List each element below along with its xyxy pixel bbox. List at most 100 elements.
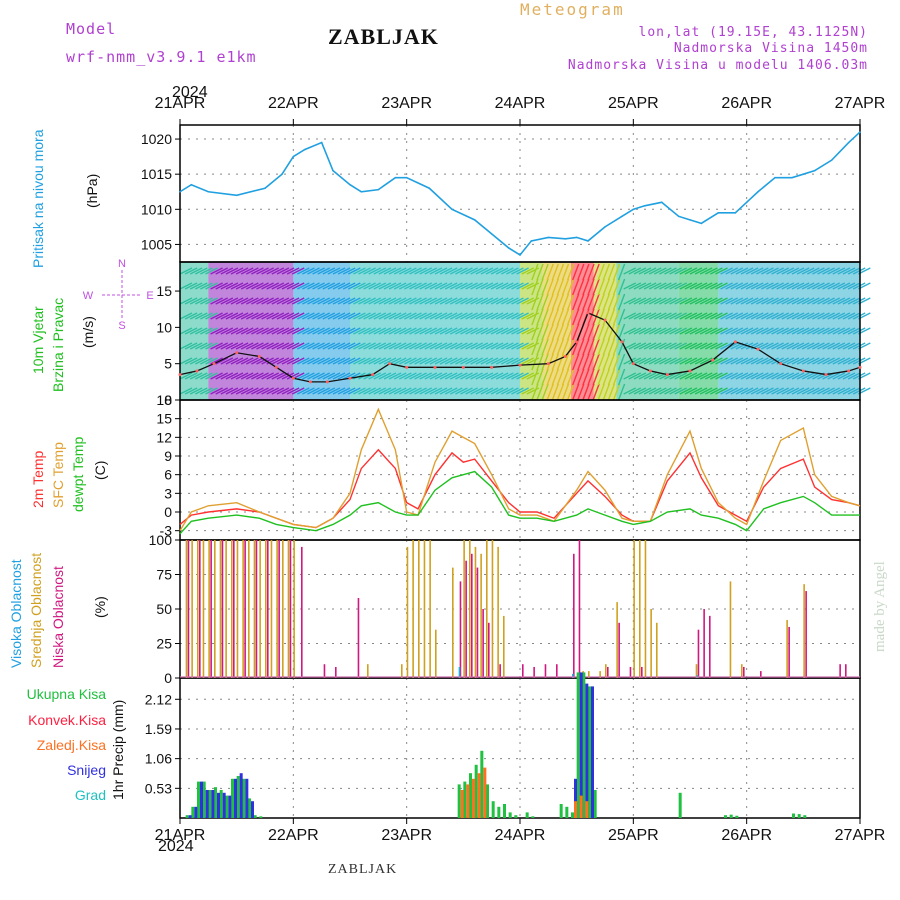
wind-barb (796, 282, 810, 290)
low-cloud-bar (323, 664, 326, 678)
wind-gust-point (371, 373, 375, 377)
pressure-point (179, 190, 181, 193)
wind-barb (434, 282, 448, 290)
wind-barb (404, 357, 417, 365)
wind-barb (291, 282, 305, 290)
wind-barb (648, 357, 662, 365)
wind-barb (628, 342, 642, 350)
wind-barb (791, 297, 805, 305)
wind-barb (852, 327, 866, 335)
wind-barb (511, 297, 524, 305)
y-tick-label: 1005 (141, 236, 172, 252)
mid-cloud-bar (225, 540, 227, 678)
wind-barb (200, 387, 213, 395)
wind-barb (623, 372, 637, 380)
wind-barb (822, 267, 835, 275)
wind-barb (526, 327, 540, 335)
y-tick-label: 75 (156, 567, 172, 583)
pressure-point (190, 183, 193, 186)
wind-barb (455, 312, 468, 320)
wind-barb (404, 267, 417, 275)
wind-barb (245, 312, 259, 320)
wind-barb (659, 267, 672, 275)
y-tick-label: 0 (164, 392, 172, 408)
wind-barb (434, 387, 448, 395)
wind-barb (251, 357, 264, 365)
legend-total-rain: Ukupna Kisa (26, 686, 106, 702)
wind-barb (358, 282, 371, 290)
wind-barb (337, 372, 351, 380)
wind-barb (776, 327, 790, 335)
frozen-precip-bar (472, 778, 475, 818)
mid-cloud-bar (418, 540, 420, 678)
wind-barb (827, 372, 841, 380)
wind-barb (536, 323, 544, 341)
wind-barb (541, 368, 549, 386)
x-tick-label-bottom: 26APR (721, 827, 772, 844)
wind-barb (337, 357, 351, 365)
pressure-point (660, 201, 663, 204)
total-precip-bar (259, 816, 263, 818)
year-bottom: 2024 (158, 838, 194, 855)
wind-barb (327, 342, 341, 350)
wind-barb (597, 263, 605, 281)
legend-frozen-rain: Zaledj.Kisa (36, 737, 106, 753)
wind-barb (766, 267, 779, 275)
wind-barb (612, 368, 621, 386)
wind-barb (689, 282, 703, 290)
wind-barb (511, 327, 524, 335)
wind-barb (296, 387, 310, 395)
wind-barb (516, 357, 529, 365)
wind-barb (674, 372, 688, 380)
wind-barb (561, 368, 570, 386)
wind-barb (628, 282, 642, 290)
wind-barb (220, 312, 234, 320)
wind-barb (312, 282, 325, 290)
wind-barb (684, 327, 698, 335)
wind-barb (189, 282, 203, 290)
wind-barb (659, 282, 672, 290)
wind-barb (194, 312, 208, 320)
wind-barb (429, 282, 443, 290)
wind-barb (419, 312, 433, 320)
wind-barb (536, 338, 544, 356)
wind-barb (516, 372, 529, 380)
wind-barb (444, 372, 458, 380)
wind-barb (771, 282, 784, 290)
wind-barb (628, 357, 642, 365)
wind-barb (766, 387, 779, 395)
wind-barb (796, 267, 810, 275)
wind-barb (745, 372, 759, 380)
wind-barb (633, 312, 647, 320)
wind-barb (602, 293, 610, 311)
wind-barb (225, 387, 239, 395)
mid-cloud-bar (435, 629, 437, 678)
wind-barb (465, 387, 478, 395)
wind-barb (847, 282, 861, 290)
wind-barb (409, 297, 422, 305)
wind-barb (684, 312, 698, 320)
wind-barb (842, 312, 856, 320)
x-tick-label-bottom: 24APR (495, 827, 546, 844)
wind-barb (643, 282, 657, 290)
altitude-label: Nadmorska Visina 1450m (673, 41, 868, 56)
wind-barb (638, 342, 652, 350)
wind-barb (475, 267, 489, 275)
total-precip-bar (469, 773, 472, 818)
x-tick-label-bottom: 27APR (835, 827, 886, 844)
wind-barb (398, 267, 412, 275)
total-precip-bar (559, 804, 563, 818)
wind-barb (781, 342, 795, 350)
wind-barb (720, 267, 733, 275)
wind-barb (337, 297, 351, 305)
wind-barb (393, 267, 407, 275)
wind-barb (827, 312, 841, 320)
wind-barb (842, 387, 856, 395)
wind-barb (842, 342, 856, 350)
wind-barb (388, 357, 402, 365)
wind-barb (592, 338, 600, 356)
wind-barb (750, 357, 764, 365)
wind-barb (383, 312, 397, 320)
wind-barb (439, 297, 453, 305)
wind-barb (699, 387, 713, 395)
